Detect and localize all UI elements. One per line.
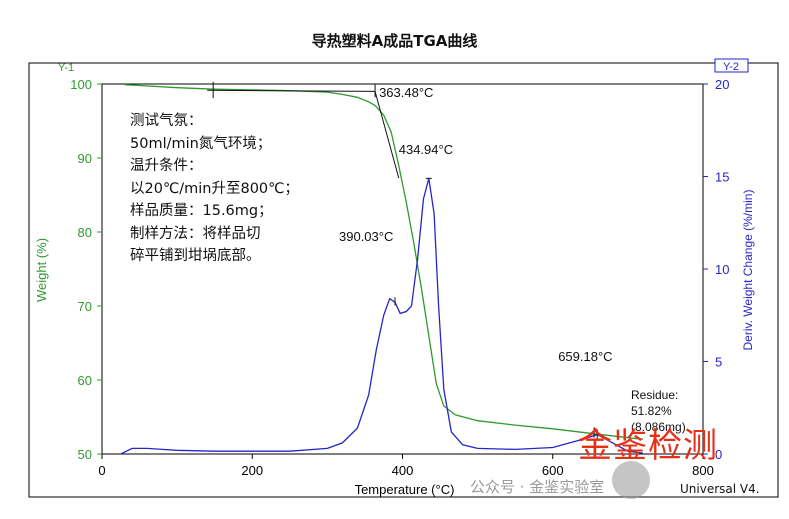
info-line: 测试气氛： [130,113,203,129]
y-left-tick-label: 60 [78,373,92,388]
chart-title: 导热塑料A成品TGA曲线 [311,32,478,50]
onset-baseline-tangent [207,89,376,92]
x-tick-label: 200 [241,463,263,478]
onset-label: 363.48°C [379,85,433,100]
peak-label: 390.03°C [339,229,393,244]
software-version: Universal V4. [680,482,760,496]
info-line: 制样方法：将样品切 [130,225,261,242]
watermark-logo-text: 金鉴检测 [578,426,718,466]
wechat-logo-icon [612,461,650,499]
x-axis-label: Temperature (°C) [355,482,455,497]
y-left-tick-label: 90 [78,151,92,166]
outer-frame [28,62,779,498]
y-right-tick-label: 10 [715,262,729,277]
weight-curve [124,84,643,440]
info-line: 碎平铺到坩埚底部。 [130,248,261,264]
y-right-tick-label: 15 [715,170,729,185]
y-right-axis-label: Deriv. Weight Change (%/min) [741,190,755,351]
y-right-axis-tag: Y-2 [723,61,739,73]
y-right-tick-label: 5 [715,355,722,370]
peak-label: 434.94°C [399,142,453,157]
info-line: 温升条件： [130,158,203,174]
y-left-axis-tag: Y-1 [58,62,74,74]
test-conditions: 测试气氛： 50ml/min氮气环境； 温升条件： 以20℃/min升至800℃… [130,110,299,268]
x-tick-label: 400 [392,463,414,478]
info-line: 样品质量：15.6mg； [130,203,273,219]
x-tick-label: 600 [542,463,564,478]
residue-label: Residue: [631,388,678,402]
derivative-curve [120,178,643,455]
residue-mass: (8.086mg) [631,420,686,434]
y-left-tick-label: 100 [70,77,92,92]
residue-percent: 51.82% [631,404,672,418]
x-tick-label: 800 [692,463,714,478]
y-right-tick-label: 0 [715,447,722,462]
y-left-tick-label: 70 [78,299,92,314]
x-tick-label: 0 [98,463,105,478]
onset-slope-tangent [374,91,400,179]
y-left-axis-label: Weight (%) [34,238,49,302]
footer-source: 公众号 · 金鉴实验室 [470,478,605,496]
peak-label: 659.18°C [558,349,612,364]
y-right-tick-label: 20 [715,77,729,92]
info-line: 50ml/min氮气环境； [130,135,272,152]
y-left-tick-label: 50 [78,447,92,462]
y-right-axis-tag-box [714,58,749,73]
info-line: 以20℃/min升至800℃； [130,180,299,197]
y-left-tick-label: 80 [78,225,92,240]
